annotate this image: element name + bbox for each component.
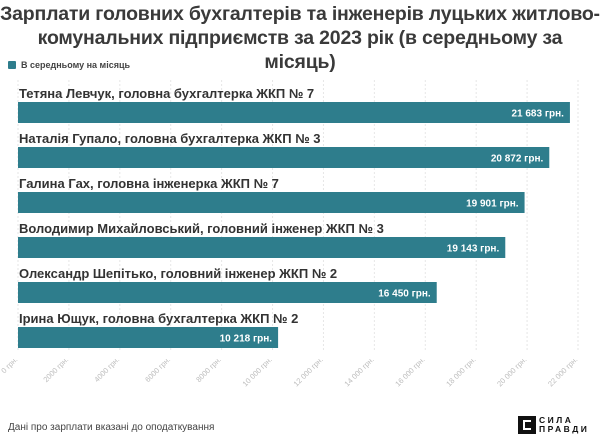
x-tick-label: 0 грн. [0,355,19,375]
x-tick-label: 8000 грн. [194,355,223,384]
bar [18,282,437,303]
bar [18,237,506,258]
chart-title-line-1: Зарплати головних бухгалтерів та інженер… [0,3,600,25]
bar [18,102,570,123]
category-label: Тетяна Левчук, головна бухгалтерка ЖКП №… [19,86,314,101]
chart-title-line-2: комунальних підприємств за 2023 рік (в с… [37,27,563,73]
legend-label: В середньому на місяць [21,60,131,70]
logo-text-line-1: СИЛА [539,415,574,425]
x-tick-label: 2000 грн. [41,355,70,384]
bar [18,327,279,348]
bar [18,192,525,213]
logo-mark-icon [518,416,536,434]
x-tick-label: 10 000 грн. [241,355,274,388]
logo-text: СИЛА ПРАВДИ [539,416,589,434]
x-tick-label: 14 000 грн. [342,355,375,388]
category-label: Володимир Михайловський, головний інжене… [19,221,384,236]
legend-swatch [8,61,16,69]
footnote: Дані про зарплати вказані до оподаткуван… [8,422,215,433]
legend: В середньому на місяць [8,60,130,70]
value-label: 19 901 грн. [466,199,519,210]
value-label: 21 683 грн. [511,109,564,120]
x-tick-label: 20 000 грн. [495,355,528,388]
x-tick-label: 18 000 грн. [444,355,477,388]
sila-pravdy-logo: СИЛА ПРАВДИ [518,414,598,436]
value-label: 10 218 грн. [220,334,273,345]
value-label: 16 450 грн. [378,289,431,300]
chart-title: Зарплати головних бухгалтерів та інженер… [0,2,600,74]
x-tick-label: 16 000 грн. [393,355,426,388]
category-label: Ірина Ющук, головна бухгалтерка ЖКП № 2 [19,311,298,326]
x-tick-label: 12 000 грн. [292,355,325,388]
bar [18,147,550,168]
logo-text-line-2: ПРАВДИ [539,424,590,434]
category-label: Наталія Гупало, головна бухгалтерка ЖКП … [19,131,321,146]
bar-chart: 0 грн. 2000 грн. 4000 грн. 6000 грн. 8000 гр… [0,80,579,388]
value-label: 19 143 грн. [447,244,500,255]
x-tick-label: 4000 грн. [92,355,121,384]
x-tick-label: 6000 грн. [143,355,172,384]
value-label: 20 872 грн. [491,154,544,165]
x-tick-label: 22 000 грн. [546,355,579,388]
category-label: Галина Гах, головна інженерка ЖКП № 7 [19,176,279,191]
category-label: Олександр Шепітько, головний інженер ЖКП… [19,266,337,281]
